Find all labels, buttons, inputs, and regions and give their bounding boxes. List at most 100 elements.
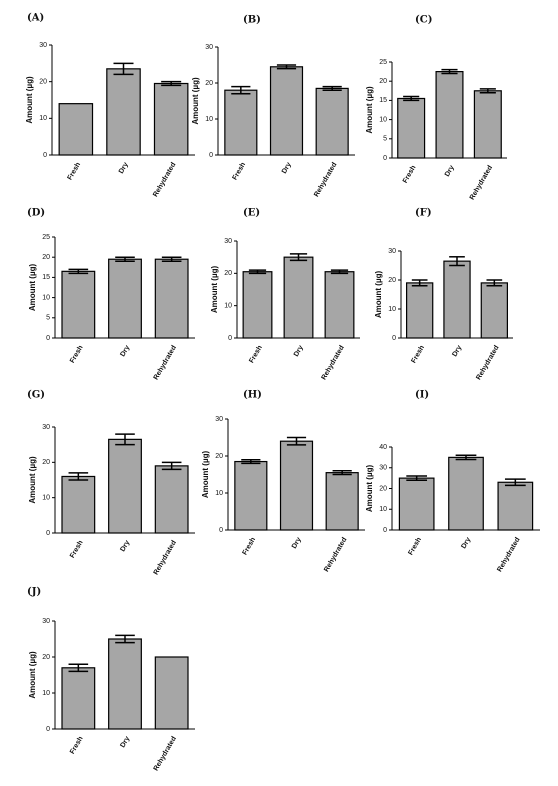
- x-tick-label: Rehydrated: [323, 536, 348, 573]
- bar: [406, 282, 434, 339]
- y-axis-label: Amount (µg): [28, 651, 37, 699]
- x-tick-label: Rehydrated: [153, 735, 178, 772]
- x-tick-label: Rehydrated: [153, 344, 178, 381]
- y-axis-label: Amount (µg): [365, 86, 374, 134]
- bar: [61, 475, 96, 534]
- x-tick-label: Rehydrated: [496, 536, 521, 573]
- x-tick-label: Dry: [293, 344, 305, 358]
- x-tick-label: Dry: [119, 735, 131, 749]
- y-tick-label: 10: [42, 690, 50, 697]
- y-tick-label: 20: [42, 654, 50, 661]
- bar: [279, 440, 314, 531]
- y-tick-label: 30: [39, 42, 47, 49]
- y-tick-label: 30: [215, 416, 223, 423]
- x-tick-label: Rehydrated: [152, 161, 177, 198]
- x-tick-label: Fresh: [407, 536, 423, 556]
- y-tick-label: 20: [379, 78, 387, 85]
- bar: [242, 271, 273, 339]
- x-tick-label: Dry: [118, 161, 130, 175]
- bar: [497, 481, 534, 531]
- y-axis-label: Amount (µg): [201, 451, 210, 499]
- y-tick-label: 20: [39, 79, 47, 86]
- y-tick-label: 10: [215, 490, 223, 497]
- y-tick-label: 20: [388, 277, 396, 284]
- x-tick-label: Fresh: [242, 536, 258, 556]
- bar: [398, 477, 435, 531]
- y-tick-label: 20: [42, 254, 50, 261]
- y-tick-label: 10: [205, 116, 213, 123]
- x-tick-label: Dry: [281, 161, 293, 175]
- y-tick-label: 10: [388, 306, 396, 313]
- y-tick-label: 10: [224, 303, 232, 310]
- y-tick-label: 25: [379, 59, 387, 66]
- x-tick-label: Dry: [451, 344, 463, 358]
- y-axis-label: Amount (µg): [25, 76, 34, 124]
- panel-title: (A): [27, 13, 44, 24]
- y-tick-label: 10: [42, 294, 50, 301]
- y-tick-label: 10: [379, 116, 387, 123]
- x-tick-label: Dry: [119, 344, 131, 358]
- bar: [324, 271, 355, 339]
- y-tick-label: 0: [43, 152, 47, 159]
- y-tick-label: 20: [215, 453, 223, 460]
- y-tick-label: 30: [42, 424, 50, 431]
- bar: [106, 68, 141, 156]
- y-tick-label: 15: [42, 274, 50, 281]
- y-tick-label: 10: [42, 495, 50, 502]
- y-tick-label: 0: [383, 155, 387, 162]
- bar: [473, 90, 502, 159]
- x-tick-label: Rehydrated: [469, 164, 494, 201]
- y-tick-label: 0: [219, 527, 223, 534]
- bar: [108, 638, 142, 730]
- panel-title: (B): [243, 15, 261, 26]
- bar: [435, 70, 464, 159]
- y-tick-label: 25: [42, 234, 50, 241]
- y-tick-label: 10: [39, 115, 47, 122]
- bar: [154, 258, 189, 339]
- y-axis-label: Amount (µg): [28, 264, 37, 312]
- y-tick-label: 0: [383, 527, 387, 534]
- y-tick-label: 30: [205, 44, 213, 51]
- x-tick-label: Fresh: [402, 164, 418, 184]
- y-tick-label: 20: [42, 459, 50, 466]
- x-tick-label: Dry: [291, 536, 303, 550]
- panel-title: (I): [415, 390, 429, 401]
- y-tick-label: 0: [46, 530, 50, 537]
- panel-title: (G): [27, 390, 45, 401]
- x-tick-label: Fresh: [67, 161, 83, 181]
- y-tick-label: 40: [379, 444, 387, 451]
- y-tick-label: 20: [379, 485, 387, 492]
- y-axis-label: Amount (µg): [191, 77, 200, 125]
- x-tick-label: Rehydrated: [313, 161, 338, 198]
- x-tick-label: Fresh: [410, 344, 426, 364]
- y-tick-label: 15: [379, 97, 387, 104]
- y-tick-label: 30: [224, 238, 232, 245]
- x-tick-label: Dry: [444, 164, 456, 178]
- y-axis-label: Amount (µg): [28, 456, 37, 504]
- bar: [269, 66, 304, 156]
- bar: [315, 87, 349, 156]
- y-tick-label: 20: [205, 80, 213, 87]
- y-tick-label: 20: [224, 270, 232, 277]
- y-tick-label: 0: [392, 335, 396, 342]
- panel-title: (E): [243, 208, 260, 219]
- y-tick-label: 0: [209, 152, 213, 159]
- bar: [224, 89, 258, 156]
- y-tick-label: 5: [383, 136, 387, 143]
- y-tick-label: 0: [46, 726, 50, 733]
- x-tick-label: Fresh: [232, 161, 248, 181]
- bar: [108, 438, 142, 534]
- x-tick-label: Rehydrated: [321, 344, 346, 381]
- x-tick-label: Fresh: [69, 344, 85, 364]
- bar: [325, 472, 359, 531]
- x-tick-label: Fresh: [69, 735, 85, 755]
- y-tick-label: 5: [46, 315, 50, 322]
- y-tick-label: 30: [388, 248, 396, 255]
- bar: [480, 282, 508, 339]
- bar: [61, 270, 96, 339]
- panel-title: (D): [27, 208, 45, 219]
- bar: [397, 97, 426, 159]
- y-tick-label: 10: [379, 506, 387, 513]
- bar: [154, 465, 189, 534]
